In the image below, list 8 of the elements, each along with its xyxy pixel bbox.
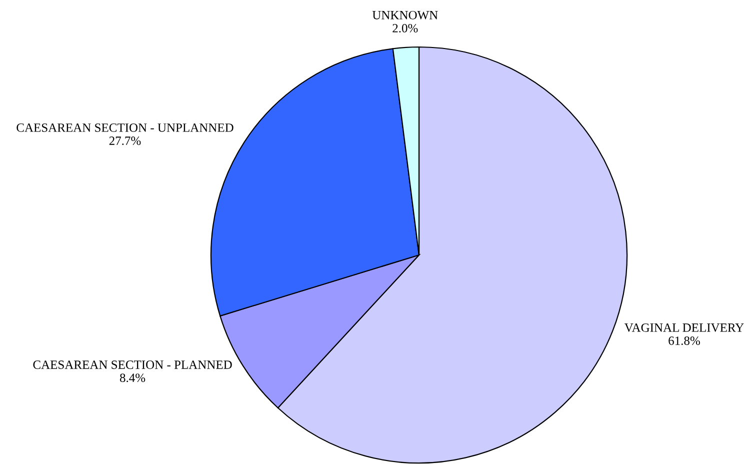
slice-label: CAESAREAN SECTION - UNPLANNED xyxy=(16,123,234,132)
slice-label: UNKNOWN xyxy=(372,10,438,20)
data-label: 61.8% xyxy=(668,336,700,345)
slice-label: VAGINAL DELIVERY xyxy=(624,323,744,332)
data-label: 8.4% xyxy=(120,374,146,382)
slice-label: CAESAREAN SECTION - PLANNED xyxy=(33,360,232,369)
data-label: 27.7% xyxy=(109,136,141,146)
data-label: 2.0% xyxy=(392,24,418,32)
